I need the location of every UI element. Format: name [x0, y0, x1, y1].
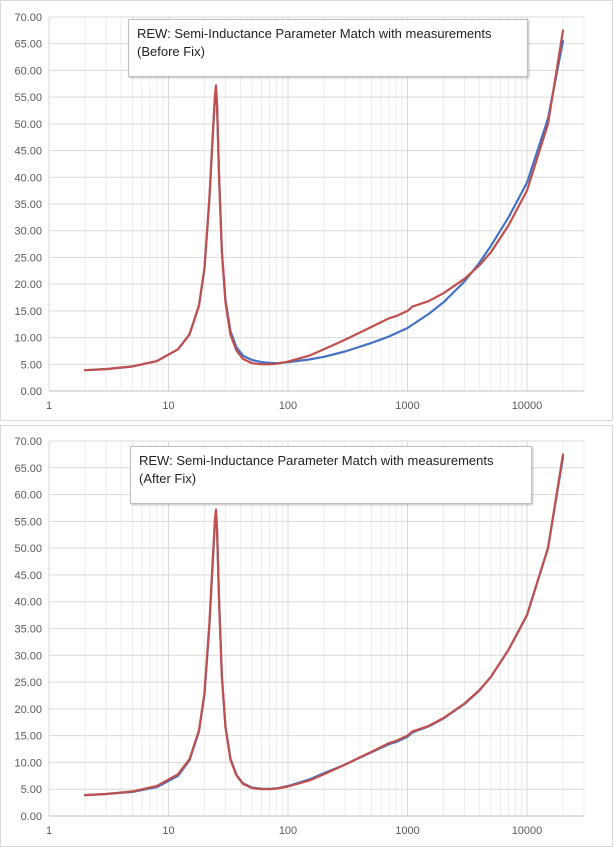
y-tick-label: 0.00 — [21, 386, 42, 398]
y-tick-label: 30.00 — [14, 650, 42, 662]
y-tick-label: 50.00 — [14, 119, 42, 131]
x-tick-label: 1 — [46, 825, 52, 837]
chart-title-line1: REW: Semi-Inductance Parameter Match wit… — [137, 26, 492, 41]
y-tick-label: 40.00 — [14, 172, 42, 184]
y-tick-label: 10.00 — [14, 333, 42, 345]
y-tick-label: 35.00 — [14, 199, 42, 211]
x-tick-label: 10 — [162, 825, 174, 837]
y-tick-label: 40.00 — [14, 597, 42, 609]
y-tick-label: 35.00 — [14, 624, 42, 636]
y-tick-label: 60.00 — [14, 490, 42, 502]
series-line-red — [83, 453, 565, 797]
y-tick-label: 45.00 — [14, 570, 42, 582]
y-tick-label: 10.00 — [14, 757, 42, 769]
y-tick-label: 25.00 — [14, 677, 42, 689]
y-tick-label: 50.00 — [14, 543, 42, 555]
chart-title-line2: (Before Fix) — [137, 44, 205, 59]
y-tick-label: 70.00 — [14, 436, 42, 448]
chart-title-box: REW: Semi-Inductance Parameter Match wit… — [128, 19, 528, 77]
x-tick-label: 10000 — [512, 825, 543, 837]
x-tick-label: 10000 — [512, 400, 543, 412]
y-tick-label: 25.00 — [14, 252, 42, 264]
y-tick-label: 65.00 — [14, 39, 42, 51]
chart-title-line2: (After Fix) — [139, 471, 197, 486]
x-tick-label: 100 — [279, 825, 297, 837]
chart-panel-after-fix: 0.00 5.00 10.00 15.00 20.00 25.00 30.00 35.00 40… — [0, 425, 613, 847]
x-tick-label: 1000 — [395, 400, 419, 412]
y-tick-label: 70.00 — [14, 12, 42, 24]
y-tick-label: 55.00 — [14, 92, 42, 104]
chart-title-box: REW: Semi-Inductance Parameter Match wit… — [130, 446, 532, 504]
y-tick-label: 20.00 — [14, 704, 42, 716]
y-tick-label: 20.00 — [14, 279, 42, 291]
chart-title-line1: REW: Semi-Inductance Parameter Match wit… — [139, 453, 494, 468]
series-line-red — [83, 29, 565, 372]
y-tick-label: 5.00 — [21, 784, 42, 796]
x-tick-label: 10 — [162, 400, 174, 412]
y-tick-label: 60.00 — [14, 65, 42, 77]
y-tick-label: 0.00 — [21, 811, 42, 823]
y-tick-label: 15.00 — [14, 306, 42, 318]
y-tick-label: 65.00 — [14, 463, 42, 475]
y-tick-label: 45.00 — [14, 146, 42, 158]
y-tick-label: 30.00 — [14, 226, 42, 238]
x-tick-label: 100 — [279, 400, 297, 412]
y-tick-label: 5.00 — [21, 359, 42, 371]
x-tick-label: 1000 — [395, 825, 419, 837]
y-tick-label: 55.00 — [14, 516, 42, 528]
chart-panel-before-fix: 0.00 5.00 10.00 15.00 20.00 25.00 30.00 35.00 40… — [0, 0, 613, 421]
y-tick-label: 15.00 — [14, 731, 42, 743]
x-tick-label: 1 — [46, 400, 52, 412]
